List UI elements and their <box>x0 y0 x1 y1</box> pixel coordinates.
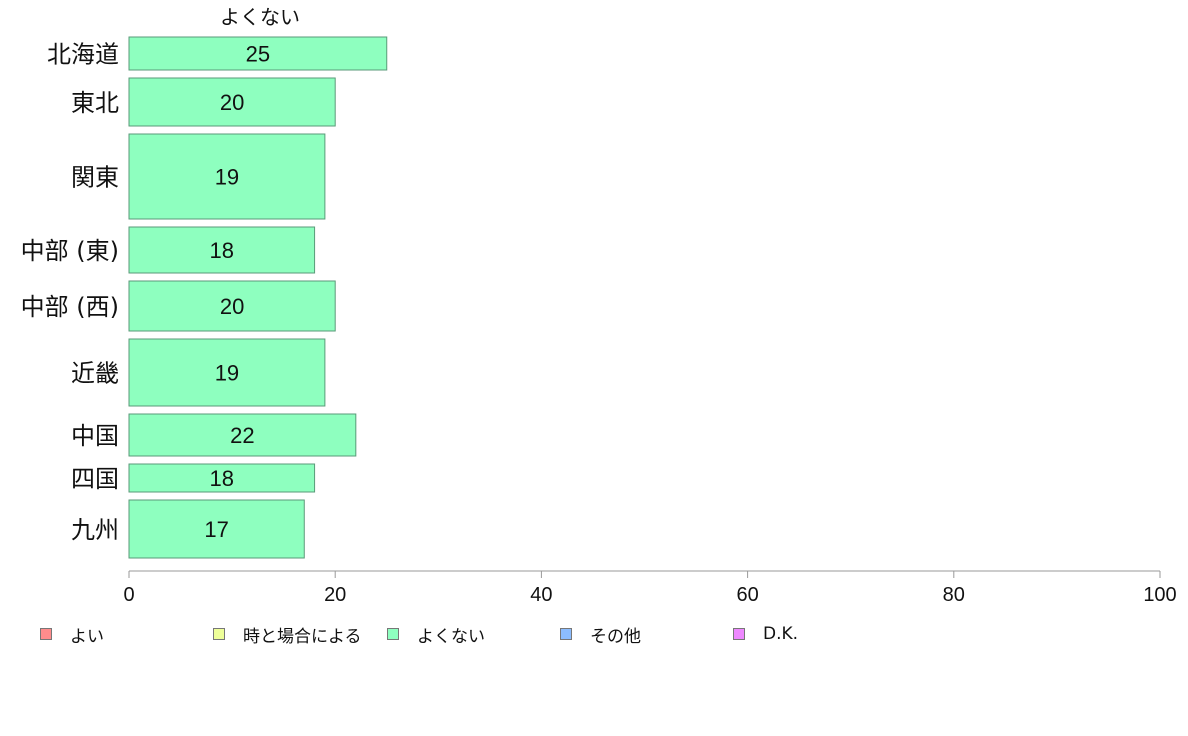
bar <box>128 413 357 457</box>
legend-label-other: その他 <box>590 626 641 647</box>
category-label: 九州 <box>71 516 119 544</box>
x-tick-label: 100 <box>1143 584 1176 606</box>
data-label: 25 <box>246 42 270 67</box>
bar <box>128 133 326 220</box>
legend-swatch-good <box>40 628 52 640</box>
legend: よい 時と場合による よくない その他 D.K. <box>0 622 1188 647</box>
data-label: 19 <box>215 361 239 386</box>
x-tick-label: 40 <box>530 584 552 606</box>
bar <box>128 463 316 493</box>
legend-item-dk: D.K. <box>733 622 798 646</box>
legend-swatch-depends <box>213 628 225 640</box>
legend-item-not-good: よくない <box>387 622 485 647</box>
category-label: 四国 <box>71 465 119 493</box>
series-label: よくない <box>220 5 300 29</box>
data-label: 18 <box>210 466 234 491</box>
bar <box>128 280 336 332</box>
legend-label-not-good: よくない <box>417 626 485 647</box>
legend-swatch-not-good <box>387 628 399 640</box>
bar <box>128 226 316 274</box>
category-label: 近畿 <box>71 360 119 388</box>
x-tick-label: 0 <box>123 584 134 606</box>
bar-chart: よくない 25 北海道 20 東北 19 関東 18 中部 (東) 20 中部 (西) 19 近畿 22 中… <box>21 5 1177 606</box>
category-label: 関東 <box>71 164 119 192</box>
legend-swatch-dk <box>733 628 745 640</box>
legend-item-good: よい <box>40 622 104 647</box>
legend-item-other: その他 <box>560 622 641 647</box>
x-tick-label: 20 <box>324 584 346 606</box>
category-label: 中部 (東) <box>21 237 119 265</box>
bar <box>128 338 326 407</box>
category-label: 中部 (西) <box>21 293 119 321</box>
data-label: 22 <box>230 423 254 448</box>
legend-label-dk: D.K. <box>763 624 799 644</box>
data-label: 20 <box>220 90 244 115</box>
category-label: 中国 <box>71 422 119 450</box>
x-tick-label: 60 <box>736 584 758 606</box>
bar <box>128 499 305 559</box>
data-label: 17 <box>204 517 228 542</box>
legend-swatch-other <box>560 628 572 640</box>
bar <box>128 77 336 127</box>
data-label: 18 <box>210 238 234 263</box>
bar <box>128 36 388 71</box>
data-label: 19 <box>215 165 239 190</box>
category-label: 北海道 <box>47 41 119 69</box>
legend-label-good: よい <box>70 626 104 647</box>
x-tick-label: 80 <box>943 584 965 606</box>
legend-item-depends: 時と場合による <box>213 622 362 647</box>
legend-label-depends: 時と場合による <box>243 626 362 647</box>
data-label: 20 <box>220 294 244 319</box>
category-label: 東北 <box>71 89 119 117</box>
